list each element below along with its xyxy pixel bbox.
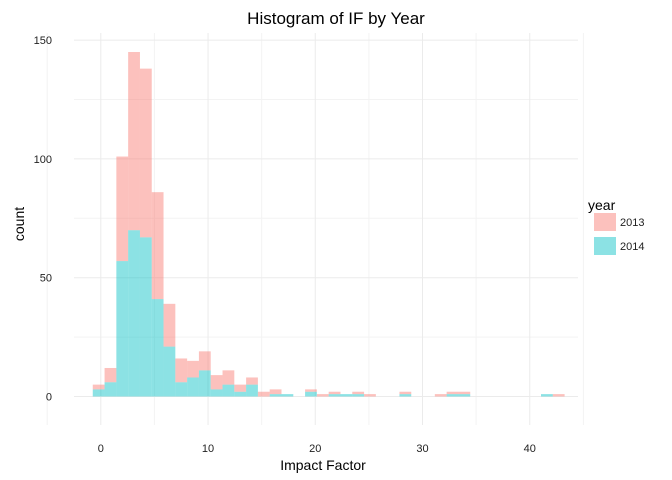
histogram-bar-2013 [246,377,258,385]
histogram-bar-2013 [305,389,317,392]
histogram-bar-2014 [175,382,188,397]
legend-label-2014: 2014 [620,241,644,253]
legend-title: year [588,197,616,213]
histogram-bar-2013 [128,52,140,231]
histogram-bar-2014 [116,261,129,397]
histogram-bar-2014 [399,394,412,397]
legend-swatch-2013 [594,213,616,231]
histogram-bar-2014 [541,394,553,397]
histogram-bar-2014 [104,382,117,397]
histogram-bar-2014 [328,394,341,397]
histogram-bar-2013 [399,391,412,395]
y-tick-label: 100 [34,154,52,166]
histogram-bar-2013 [163,303,176,347]
histogram-bar-2013 [328,391,341,395]
x-axis-title: Impact Factor [280,457,366,473]
histogram-bar-2013 [222,370,235,385]
histogram-bar-2013 [364,394,376,397]
histogram-bar-2013 [257,391,270,397]
histogram-bar-2013 [104,367,117,383]
histogram-bar-2014 [458,394,471,397]
histogram-bar-2013 [198,351,211,371]
histogram-bar-2014 [128,230,140,397]
y-tick-label: 0 [46,391,52,403]
x-tick-label: 20 [309,443,321,455]
x-tick-label: 0 [98,443,104,455]
histogram-bar-2013 [175,358,188,383]
histogram-bar-2013 [552,394,565,397]
histogram-bar-2013 [316,394,329,397]
histogram-bar-2014 [340,394,353,397]
histogram-bar-2014 [246,384,258,397]
histogram-bar-2014 [163,346,176,397]
histogram-bars [92,52,565,397]
histogram-bar-2013 [210,375,223,390]
histogram-bar-2014 [269,394,282,397]
histogram-bar-2014 [151,299,164,397]
y-axis-title: count [11,207,27,241]
histogram-bar-2014 [352,394,365,397]
chart-title: Histogram of IF by Year [247,9,425,28]
histogram-bar-2013 [446,391,459,395]
histogram-bar-2013 [151,192,164,300]
histogram-bar-2014 [446,394,459,397]
histogram-bar-2014 [139,237,152,397]
histogram-bar-2013 [92,384,105,390]
histogram-bar-2013 [234,384,247,392]
histogram-bar-2014 [222,384,235,397]
y-tick-label: 150 [34,35,52,47]
histogram-bar-2014 [198,370,211,397]
x-tick-label: 30 [416,443,428,455]
histogram-bar-2013 [187,360,199,378]
histogram-bar-2013 [352,391,365,395]
histogram-bar-2013 [458,391,471,395]
histogram-bar-2014 [281,394,294,397]
legend-label-2013: 2013 [620,217,644,229]
histogram-bar-2014 [305,391,317,397]
legend: year 2013 2014 [588,197,644,255]
histogram-bar-2013 [139,68,152,238]
grid-lines [46,33,584,425]
histogram-bar-2014 [210,389,223,397]
x-tick-label: 40 [524,443,536,455]
histogram-bar-2014 [92,389,105,397]
histogram-bar-2014 [234,391,247,397]
axis-ticks: 0 10 20 30 40 0 50 100 150 [34,35,536,455]
legend-swatch-2014 [594,237,616,255]
histogram-bar-2013 [434,394,447,397]
histogram-bar-2013 [269,389,282,395]
histogram-bar-2013 [116,156,129,262]
x-tick-label: 10 [202,443,214,455]
histogram-bar-2014 [187,377,199,397]
y-tick-label: 50 [40,273,52,285]
